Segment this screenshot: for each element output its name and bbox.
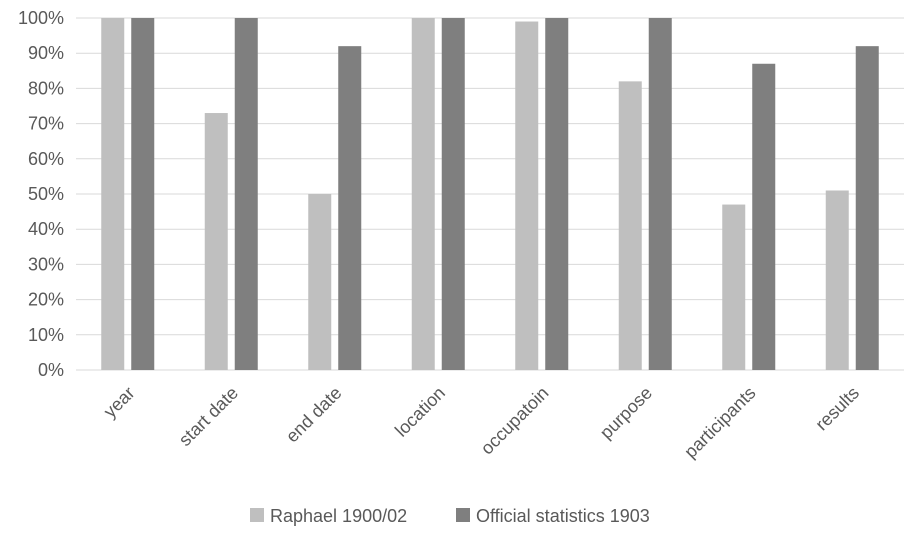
legend-label: Raphael 1900/02 bbox=[270, 506, 407, 526]
bar-official-results bbox=[855, 46, 879, 370]
bar-raphael-purpose bbox=[618, 81, 642, 371]
bar-raphael-location bbox=[411, 18, 435, 370]
bar-official-end-date bbox=[338, 46, 362, 370]
bar-official-occupatoin bbox=[545, 18, 569, 370]
y-tick-label: 30% bbox=[28, 254, 64, 274]
bar-raphael-year bbox=[101, 18, 125, 370]
legend-swatch bbox=[250, 508, 264, 522]
y-tick-label: 100% bbox=[18, 8, 64, 28]
y-tick-label: 60% bbox=[28, 149, 64, 169]
legend: Raphael 1900/02 Official statistics 1903 bbox=[250, 506, 650, 526]
bars bbox=[101, 18, 879, 371]
x-tick-label: start date bbox=[175, 383, 242, 450]
x-tick-label: purpose bbox=[596, 383, 656, 443]
bar-raphael-results bbox=[825, 190, 849, 370]
gridlines bbox=[76, 17, 904, 371]
x-tick-label: participants bbox=[680, 383, 759, 462]
y-tick-label: 90% bbox=[28, 43, 64, 63]
bar-official-participants bbox=[752, 63, 776, 370]
bar-raphael-occupatoin bbox=[515, 21, 539, 371]
bar-raphael-start-date bbox=[204, 113, 228, 370]
y-tick-label: 10% bbox=[28, 325, 64, 345]
bar-official-location bbox=[441, 18, 465, 370]
y-tick-label: 80% bbox=[28, 78, 64, 98]
bar-official-purpose bbox=[648, 18, 672, 370]
x-tick-label: end date bbox=[282, 383, 346, 447]
bar-raphael-end-date bbox=[308, 194, 332, 370]
x-tick-label: location bbox=[391, 383, 449, 441]
y-tick-label: 40% bbox=[28, 219, 64, 239]
x-tick-label: year bbox=[100, 383, 139, 422]
y-tick-label: 70% bbox=[28, 114, 64, 134]
legend-label: Official statistics 1903 bbox=[476, 506, 650, 526]
y-tick-label: 0% bbox=[38, 360, 64, 380]
x-axis-ticks: year start date end date location occupatoin… bbox=[100, 383, 863, 462]
y-tick-label: 50% bbox=[28, 184, 64, 204]
x-tick-label: results bbox=[811, 383, 863, 435]
bar-official-year bbox=[131, 18, 155, 370]
y-axis-ticks: 0% 10% 20% 30% 40% 50% 60% 70% 80% 90% 100% bbox=[18, 8, 64, 380]
bar-raphael-participants bbox=[722, 204, 746, 370]
x-tick-label: occupatoin bbox=[477, 383, 553, 459]
bar-official-start-date bbox=[234, 18, 258, 370]
legend-swatch bbox=[456, 508, 470, 522]
y-tick-label: 20% bbox=[28, 290, 64, 310]
